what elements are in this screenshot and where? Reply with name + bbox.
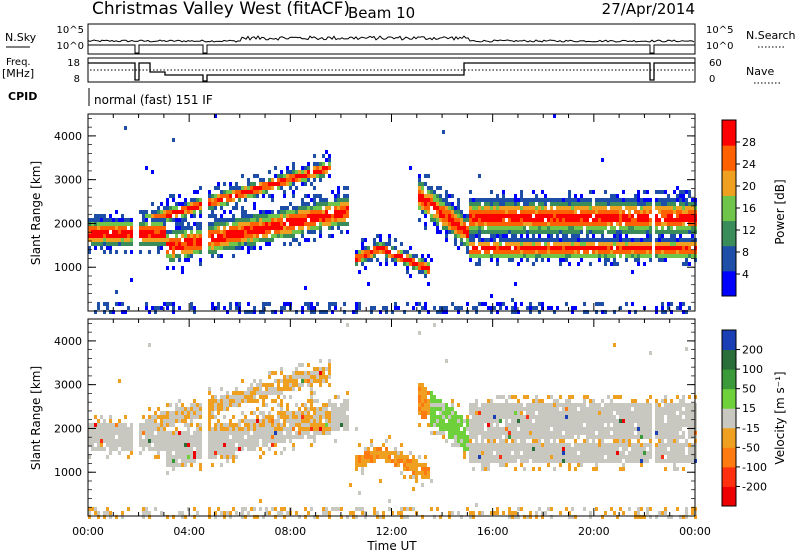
colorbar-swatch: [722, 349, 736, 370]
x-tick-label: 16:00: [477, 525, 509, 538]
y-tick-label: 2000: [54, 422, 82, 435]
beam-label: Beam 10: [348, 4, 415, 22]
power-colorbar: 28 24 20 16 12 8 4: [721, 119, 756, 297]
colorbar-tick-label: 20: [742, 180, 756, 193]
velocity-colorbar: 200 100 50 15 -15 -50 -100 -200: [721, 329, 767, 507]
colorbar-tick-label: 15: [742, 402, 756, 415]
y-tick-label: 4000: [54, 130, 82, 143]
y-tick-label: 1000: [54, 261, 82, 274]
x-tick-label: 20:00: [578, 525, 610, 538]
colorbar-swatch: [722, 486, 736, 507]
nsearch-trace: [88, 44, 695, 54]
colorbar-tick-label: 8: [742, 246, 749, 259]
nave-tick-bottom: 0: [709, 74, 715, 85]
power-colorbar-label: Power [dB]: [773, 179, 787, 244]
colorbar-swatch: [722, 369, 736, 390]
nsearch-label: N.Search: [746, 29, 796, 42]
y-tick-label: 3000: [54, 379, 82, 392]
nsky-tick-top: 10^5: [57, 25, 84, 36]
x-axis-title: Time UT: [366, 539, 417, 553]
y-tick-label: 1000: [54, 466, 82, 479]
y-tick-label: 3000: [54, 174, 82, 187]
colorbar-tick-label: -100: [742, 461, 767, 474]
colorbar-tick-label: 16: [742, 202, 756, 215]
freq-tick-bottom: 8: [74, 74, 80, 85]
nsky-nsearch-panel: [87, 23, 696, 55]
power-ylabel: Slant Range [km]: [29, 161, 43, 265]
colorbar-tick-label: 50: [742, 383, 756, 396]
colorbar-swatch: [722, 408, 736, 429]
nave-label: Nave: [746, 65, 774, 78]
colorbar-swatch: [722, 145, 736, 171]
nsky-label: N.Sky: [5, 31, 37, 44]
x-tick-label: 08:00: [274, 525, 306, 538]
freq-label: Freq.: [6, 57, 31, 68]
colorbar-tick-label: 100: [742, 363, 763, 376]
colorbar-swatch: [722, 220, 736, 247]
x-tick-label: 12:00: [376, 525, 408, 538]
colorbar-swatch: [722, 427, 736, 448]
x-tick-label: 00:00: [679, 525, 711, 538]
nsky-trace: [87, 35, 695, 43]
colorbar-tick-label: 28: [742, 136, 756, 149]
colorbar-swatch: [722, 270, 736, 297]
nsearch-tick-bottom: 10^0: [706, 41, 733, 52]
freq-unit: [MHz]: [2, 67, 34, 80]
colorbar-swatch: [722, 388, 736, 409]
x-tick-label: 00:00: [72, 525, 104, 538]
colorbar-tick-label: 24: [742, 158, 756, 171]
colorbar-tick-label: -50: [742, 441, 760, 454]
nsky-tick-bottom: 10^0: [57, 41, 84, 52]
colorbar-swatch: [722, 170, 736, 196]
colorbar-swatch: [722, 330, 736, 351]
colorbar-tick-label: 200: [742, 344, 763, 357]
velocity-colorbar-label: Velocity [m s⁻¹]: [773, 371, 787, 464]
colorbar-tick-label: 12: [742, 224, 756, 237]
x-tick-label: 04:00: [173, 525, 205, 538]
colorbar-swatch: [722, 466, 736, 487]
colorbar-swatch: [722, 447, 736, 468]
velocity-ylabel: Slant Range [km]: [29, 366, 43, 470]
cpid-label: CPID: [8, 90, 37, 103]
colorbar-tick-label: 4: [742, 268, 749, 281]
nsearch-tick-top: 10^5: [706, 25, 733, 36]
freq-nave-panel: [87, 57, 696, 83]
y-tick-label: 2000: [54, 217, 82, 230]
power-heatmap-panel: 1000 2000 3000 4000: [54, 113, 697, 314]
colorbar-swatch: [722, 120, 736, 146]
velocity-heatmap-panel: 1000 2000 3000 4000: [54, 318, 697, 519]
colorbar-swatch: [722, 195, 736, 222]
nave-tick-top: 60: [709, 58, 722, 69]
freq-trace: [88, 62, 695, 82]
freq-tick-top: 18: [67, 58, 80, 69]
x-axis-labels: 00:00 04:00 08:00 12:00 16:00 20:00 00:00: [72, 525, 711, 538]
site-title: Christmas Valley West (fitACF): [92, 0, 350, 19]
colorbar-swatch: [722, 245, 736, 272]
date-label: 27/Apr/2014: [602, 0, 695, 18]
colorbar-tick-label: -15: [742, 422, 760, 435]
colorbar-tick-label: -200: [742, 480, 767, 493]
cpid-text: normal (fast) 151 IF: [94, 93, 213, 107]
y-tick-label: 4000: [54, 335, 82, 348]
